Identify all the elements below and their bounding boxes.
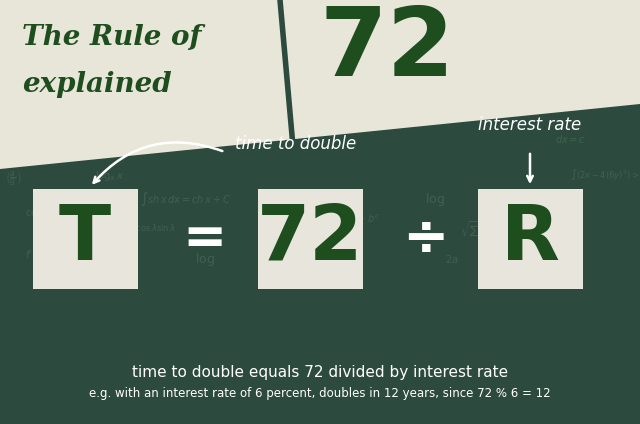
Text: $\cos a + b_k^b \cos\lambda\sin\lambda$: $\cos a + b_k^b \cos\lambda\sin\lambda$ — [95, 222, 176, 237]
Text: $\tan A$: $\tan A$ — [525, 63, 550, 75]
Text: $2a$: $2a$ — [445, 253, 458, 265]
Text: $\sqrt{\sum(2x-4(6y)^2)}>0$: $\sqrt{\sum(2x-4(6y)^2)}>0$ — [460, 219, 548, 239]
Text: $(a+b)(a-b) = n \cdot \frac{c}{k}$: $(a+b)(a-b) = n \cdot \frac{c}{k}$ — [340, 47, 435, 64]
Text: $\left(\frac{a}{g}\right)$: $\left(\frac{a}{g}\right)$ — [5, 169, 22, 189]
Text: e.g. with an interest rate of 6 percent, doubles in 12 years, since 72 % 6 = 12: e.g. with an interest rate of 6 percent,… — [89, 388, 551, 401]
Text: $V = \frac{1}{2}$: $V = \frac{1}{2}$ — [440, 105, 465, 123]
Text: =: = — [183, 213, 227, 265]
Text: The Rule of: The Rule of — [22, 23, 202, 50]
FancyBboxPatch shape — [257, 189, 362, 289]
Text: 72: 72 — [257, 202, 363, 276]
Text: $\log_a x$: $\log_a x$ — [95, 169, 124, 183]
Text: $dx = c$: $dx = c$ — [555, 133, 586, 145]
Text: $\int sh\,x\,dx = ch\,x + C$: $\int sh\,x\,dx = ch\,x + C$ — [140, 190, 231, 208]
Text: $S - \frac{1}{10}(n-2)^0$: $S - \frac{1}{10}(n-2)^0$ — [430, 75, 496, 93]
FancyBboxPatch shape — [477, 189, 582, 289]
Text: $B$: $B$ — [150, 43, 159, 55]
Text: $\log a$: $\log a$ — [390, 7, 417, 21]
Text: $1\cdot3\cdot4\cdot1$: $1\cdot3\cdot4\cdot1$ — [155, 68, 202, 80]
Text: time to double equals 72 divided by interest rate: time to double equals 72 divided by inte… — [132, 365, 508, 379]
Text: $\sin B$: $\sin B$ — [90, 68, 116, 80]
Text: T: T — [59, 202, 111, 276]
Text: $y = 2x\sqrt{\frac{a}{\pi}}$: $y = 2x\sqrt{\frac{a}{\pi}}$ — [450, 9, 497, 29]
Text: $\tan A$: $\tan A$ — [535, 93, 561, 105]
Text: $\int(2x-4(6y)^2)>0$: $\int(2x-4(6y)^2)>0$ — [570, 167, 640, 181]
FancyBboxPatch shape — [33, 189, 138, 289]
Text: $\log$: $\log$ — [425, 190, 445, 207]
Text: interest rate: interest rate — [478, 116, 582, 134]
Text: $tg(a) = \frac{\sin A}{\cos A}$: $tg(a) = \frac{\sin A}{\cos A}$ — [10, 130, 65, 148]
Text: R: R — [500, 202, 559, 276]
Text: $\sqrt{\frac{a}{b}}$: $\sqrt{\frac{a}{b}}$ — [10, 44, 29, 64]
Text: explained: explained — [22, 70, 172, 98]
Text: 72: 72 — [320, 3, 456, 95]
Text: $f \rightarrow x$: $f \rightarrow x$ — [25, 248, 51, 260]
Polygon shape — [0, 0, 640, 169]
Text: $\cos a + b_k^b = \cos\lambda \sin\lambda$: $\cos a + b_k^b = \cos\lambda \sin\lambd… — [25, 206, 131, 223]
Text: $V = \frac{4}{3}\pi r^3$: $V = \frac{4}{3}\pi r^3$ — [5, 83, 51, 105]
Text: time to double: time to double — [235, 135, 356, 153]
Text: $\log$: $\log$ — [195, 251, 215, 268]
Text: $-4a \cdot b^c$: $-4a \cdot b^c$ — [340, 213, 380, 225]
Text: $P = 2a + 2b$: $P = 2a + 2b$ — [190, 103, 246, 115]
Text: ÷: ÷ — [402, 212, 448, 266]
Text: $S = \frac{1}{2}(n-2)$: $S = \frac{1}{2}(n-2)$ — [290, 20, 347, 38]
Text: $x \cdot 1$: $x \cdot 1$ — [10, 8, 33, 20]
Text: $x^2 + 3x - 3 = 0$: $x^2 + 3x - 3 = 0$ — [495, 22, 568, 36]
Text: $\Sigma = \frac{1}{n}$: $\Sigma = \frac{1}{n}$ — [70, 0, 95, 17]
